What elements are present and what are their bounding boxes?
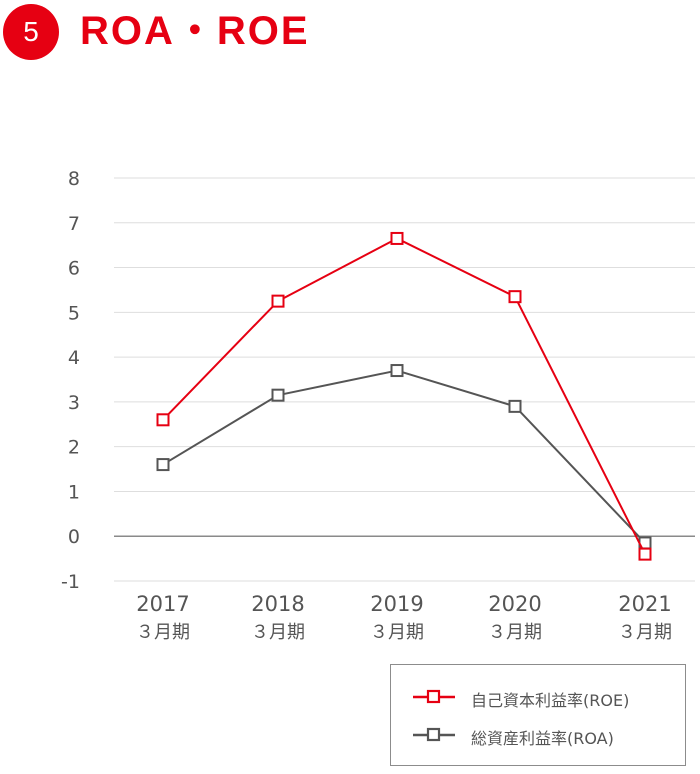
y-tick-label: 1 <box>68 481 80 503</box>
chart-title: ROA・ROE <box>80 9 310 53</box>
x-tick-sublabel: ３月期 <box>488 622 542 643</box>
y-tick-label: 4 <box>68 347 80 369</box>
legend-marker-roa-icon <box>413 727 455 742</box>
series-line-roa <box>162 369 646 544</box>
legend: 自己資本利益率(ROE) 総資産利益率(ROA) <box>390 664 686 766</box>
y-tick-label: 8 <box>68 168 80 190</box>
data-point-roe <box>156 413 170 427</box>
x-tick-label: 2018 <box>251 592 304 616</box>
x-tick-label: 2017 <box>136 592 189 616</box>
legend-marker-roe-icon <box>413 689 455 704</box>
data-point-roa <box>508 399 522 413</box>
data-point-roe <box>390 231 404 245</box>
data-point-roe <box>638 547 652 561</box>
x-tick-sublabel: ３月期 <box>618 622 672 643</box>
data-point-roa <box>271 388 285 402</box>
data-point-roe <box>508 290 522 304</box>
data-point-roa <box>390 364 404 378</box>
section-number-badge: 5 <box>3 4 59 60</box>
y-tick-label: 6 <box>68 258 80 280</box>
y-tick-label: 7 <box>68 213 80 235</box>
legend-label-roa: 総資産利益率(ROA) <box>471 729 614 748</box>
y-tick-label: 5 <box>68 302 80 324</box>
data-point-roe <box>271 294 285 308</box>
legend-item-roe: 自己資本利益率(ROE) <box>409 685 679 710</box>
x-tick-label: 2021 <box>618 592 671 616</box>
x-tick-sublabel: ３月期 <box>370 622 424 643</box>
legend-label-roe: 自己資本利益率(ROE) <box>471 691 630 710</box>
y-tick-label: 2 <box>68 437 80 459</box>
grid-layer <box>114 177 695 582</box>
x-tick-sublabel: ３月期 <box>136 622 190 643</box>
section-header: 5 ROA・ROE <box>0 0 700 62</box>
y-tick-label: 0 <box>68 526 80 548</box>
x-tick-label: 2019 <box>370 592 423 616</box>
x-tick-label: 2020 <box>488 592 541 616</box>
y-axis-ticks: 8 7 6 5 4 3 2 1 0 -1 <box>61 168 80 593</box>
y-tick-label: 3 <box>68 392 80 414</box>
x-axis-ticks: 2017 ３月期 2018 ３月期 2019 ３月期 2020 ３月期 2021 ３月期 <box>136 592 672 643</box>
series-layer <box>156 231 652 561</box>
y-tick-label: -1 <box>61 571 80 593</box>
data-point-roa <box>156 458 170 472</box>
x-tick-sublabel: ３月期 <box>251 622 305 643</box>
series-line-roe <box>162 237 646 555</box>
legend-item-roa: 総資産利益率(ROA) <box>409 723 679 748</box>
